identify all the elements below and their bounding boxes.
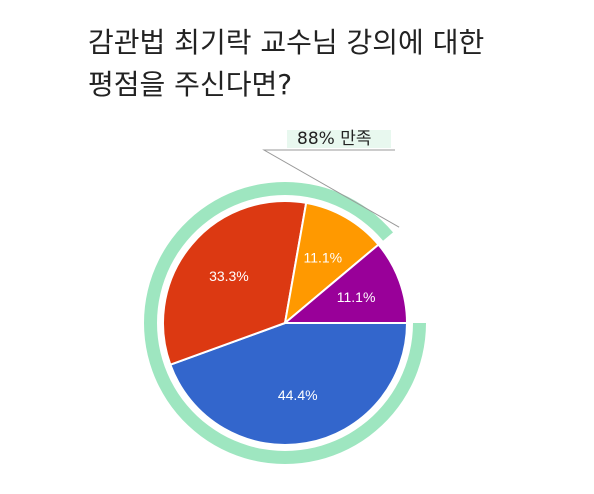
chart-title-line-1: 감관법 최기락 교수님 강의에 대한 [88, 26, 485, 59]
slice-label-2: 11.1% [303, 249, 342, 265]
pie-slice-2[interactable] [284, 201, 380, 324]
callout-box [287, 130, 391, 148]
pie-slice-1[interactable] [162, 200, 308, 366]
pie-slice-3[interactable] [284, 243, 408, 324]
slice-label-3: 11.1% [337, 289, 376, 305]
slice-label-0: 44.4% [278, 387, 318, 403]
chart-title: 감관법 최기락 교수님 강의에 대한 평점을 주신다면? [88, 22, 568, 106]
slice-label-1: 33.3% [209, 268, 249, 284]
chart-title-line-2: 평점을 주신다면? [88, 68, 293, 101]
pie-slice-0[interactable] [169, 322, 408, 446]
callout-leader-line [262, 149, 400, 228]
callout-label: 88% 만족 [297, 129, 371, 149]
